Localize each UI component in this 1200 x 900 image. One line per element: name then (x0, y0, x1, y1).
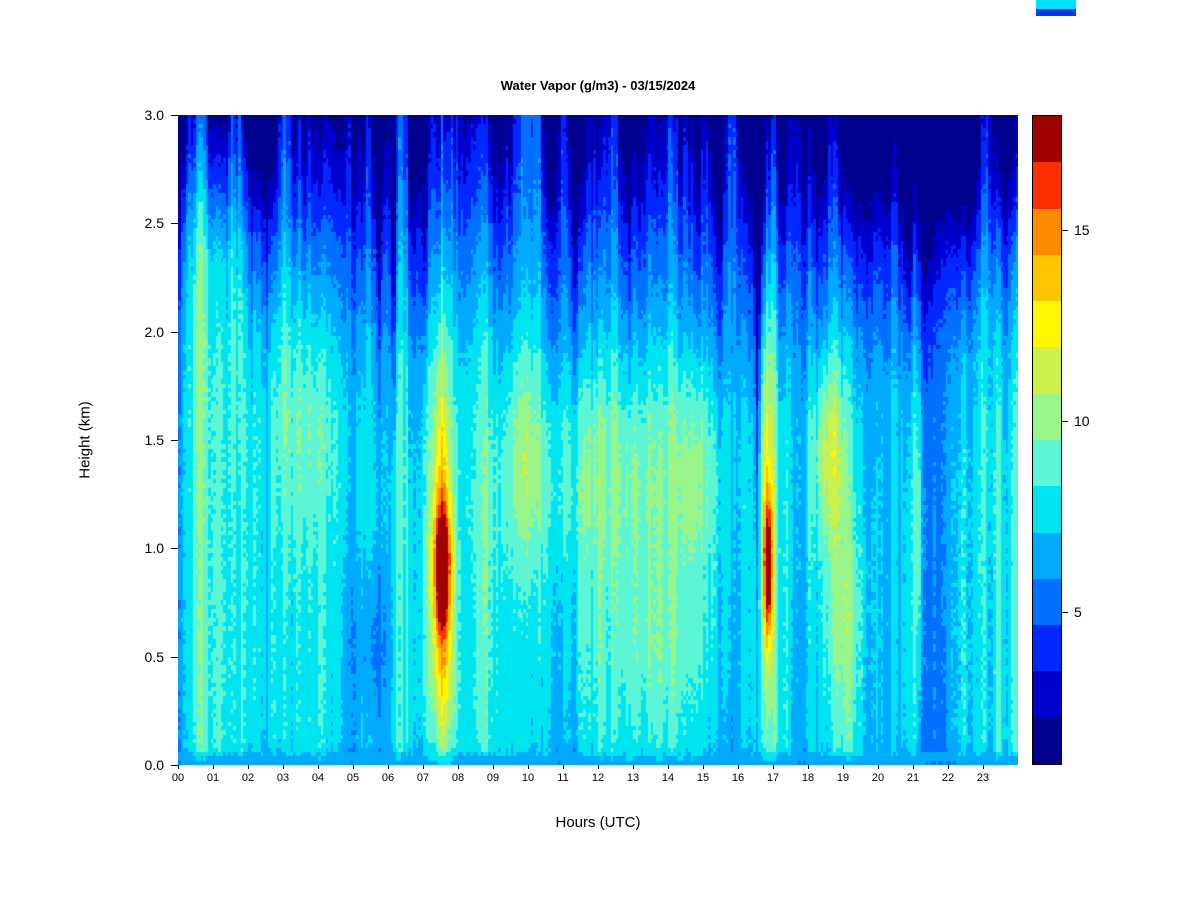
colorbar-segment (1033, 254, 1061, 302)
x-tick-mark (563, 765, 564, 769)
x-tick-mark (703, 765, 704, 769)
x-tick-label: 09 (486, 772, 500, 784)
x-tick-mark (808, 765, 809, 769)
x-tick-mark (738, 765, 739, 769)
x-tick-mark (248, 765, 249, 769)
x-tick-mark (598, 765, 599, 769)
x-tick-label: 20 (871, 772, 885, 784)
colorbar-segment (1033, 440, 1061, 487)
colorbar-tick-label: 15 (1074, 221, 1090, 238)
colorbar-segment (1033, 717, 1061, 764)
x-tick-label: 22 (941, 772, 955, 784)
colorbar-segment (1033, 393, 1061, 441)
colorbar-corner-artifact (1036, 0, 1076, 16)
x-tick-label: 15 (696, 772, 710, 784)
y-tick-label: 0.5 (144, 648, 164, 665)
colorbar-tick-mark (1062, 229, 1068, 231)
x-tick-label: 03 (276, 772, 290, 784)
colorbar-tick-mark (1062, 612, 1068, 614)
y-tick-mark (171, 223, 178, 225)
x-tick-mark (318, 765, 319, 769)
colorbar (1032, 115, 1062, 765)
x-tick-mark (353, 765, 354, 769)
chart-title: Water Vapor (g/m3) - 03/15/2024 (500, 78, 696, 93)
x-tick-mark (388, 765, 389, 769)
x-tick-mark (878, 765, 879, 769)
x-tick-mark (458, 765, 459, 769)
colorbar-segment (1033, 578, 1061, 626)
x-tick-label: 01 (206, 772, 220, 784)
y-tick-mark (171, 656, 178, 658)
x-tick-mark (283, 765, 284, 769)
x-tick-label: 10 (521, 772, 535, 784)
colorbar-segment (1033, 532, 1061, 579)
colorbar-segment (1033, 625, 1061, 672)
x-tick-mark (668, 765, 669, 769)
y-tick-label: 2.0 (144, 323, 164, 340)
colorbar-segment (1033, 301, 1061, 348)
x-tick-label: 07 (416, 772, 430, 784)
x-axis-label: Hours (UTC) (555, 814, 641, 831)
x-tick-label: 04 (311, 772, 325, 784)
heatmap-canvas (178, 115, 1018, 765)
y-tick-mark (171, 440, 178, 441)
colorbar-tick-label: 5 (1074, 604, 1082, 621)
x-tick-mark (178, 765, 179, 769)
x-tick-mark (493, 765, 494, 769)
colorbar-segment (1033, 116, 1061, 163)
colorbar-tick-label: 10 (1074, 412, 1090, 429)
colorbar-segment (1033, 208, 1061, 255)
x-tick-mark (843, 765, 844, 769)
y-tick-label: 1.5 (144, 432, 164, 448)
x-tick-label: 18 (801, 772, 815, 784)
y-tick-label: 3.0 (144, 107, 164, 123)
y-tick-label: 2.5 (144, 215, 164, 232)
x-tick-label: 06 (381, 772, 395, 784)
x-tick-label: 05 (346, 772, 360, 784)
x-tick-mark (948, 765, 949, 769)
x-tick-label: 02 (241, 772, 255, 784)
x-tick-label: 16 (731, 772, 745, 784)
x-tick-label: 13 (626, 772, 640, 784)
y-tick-mark (171, 331, 178, 333)
colorbar-segment (1033, 347, 1061, 394)
colorbar-segment (1033, 671, 1061, 718)
x-tick-label: 11 (557, 772, 569, 784)
x-tick-label: 12 (591, 772, 605, 784)
x-tick-label: 21 (906, 772, 920, 784)
x-tick-mark (983, 765, 984, 769)
x-tick-label: 00 (171, 772, 185, 784)
x-tick-label: 19 (836, 772, 850, 784)
y-tick-label: 1.0 (144, 540, 164, 557)
x-tick-label: 23 (976, 772, 990, 784)
x-tick-mark (213, 765, 214, 769)
y-tick-mark (171, 115, 178, 116)
x-tick-mark (633, 765, 634, 769)
x-tick-mark (423, 765, 424, 769)
colorbar-segment (1033, 486, 1061, 533)
y-axis-label: Height (km) (76, 401, 94, 479)
x-tick-mark (913, 765, 914, 769)
y-tick-mark (171, 548, 178, 550)
colorbar-tick-mark (1062, 420, 1068, 422)
x-tick-mark (528, 765, 529, 769)
x-tick-label: 08 (451, 772, 465, 784)
colorbar-segment (1033, 162, 1061, 209)
y-tick-mark (171, 765, 178, 766)
x-tick-mark (773, 765, 774, 769)
x-tick-label: 14 (661, 772, 675, 784)
y-tick-label: 0.0 (144, 757, 164, 773)
x-tick-label: 17 (766, 772, 780, 784)
